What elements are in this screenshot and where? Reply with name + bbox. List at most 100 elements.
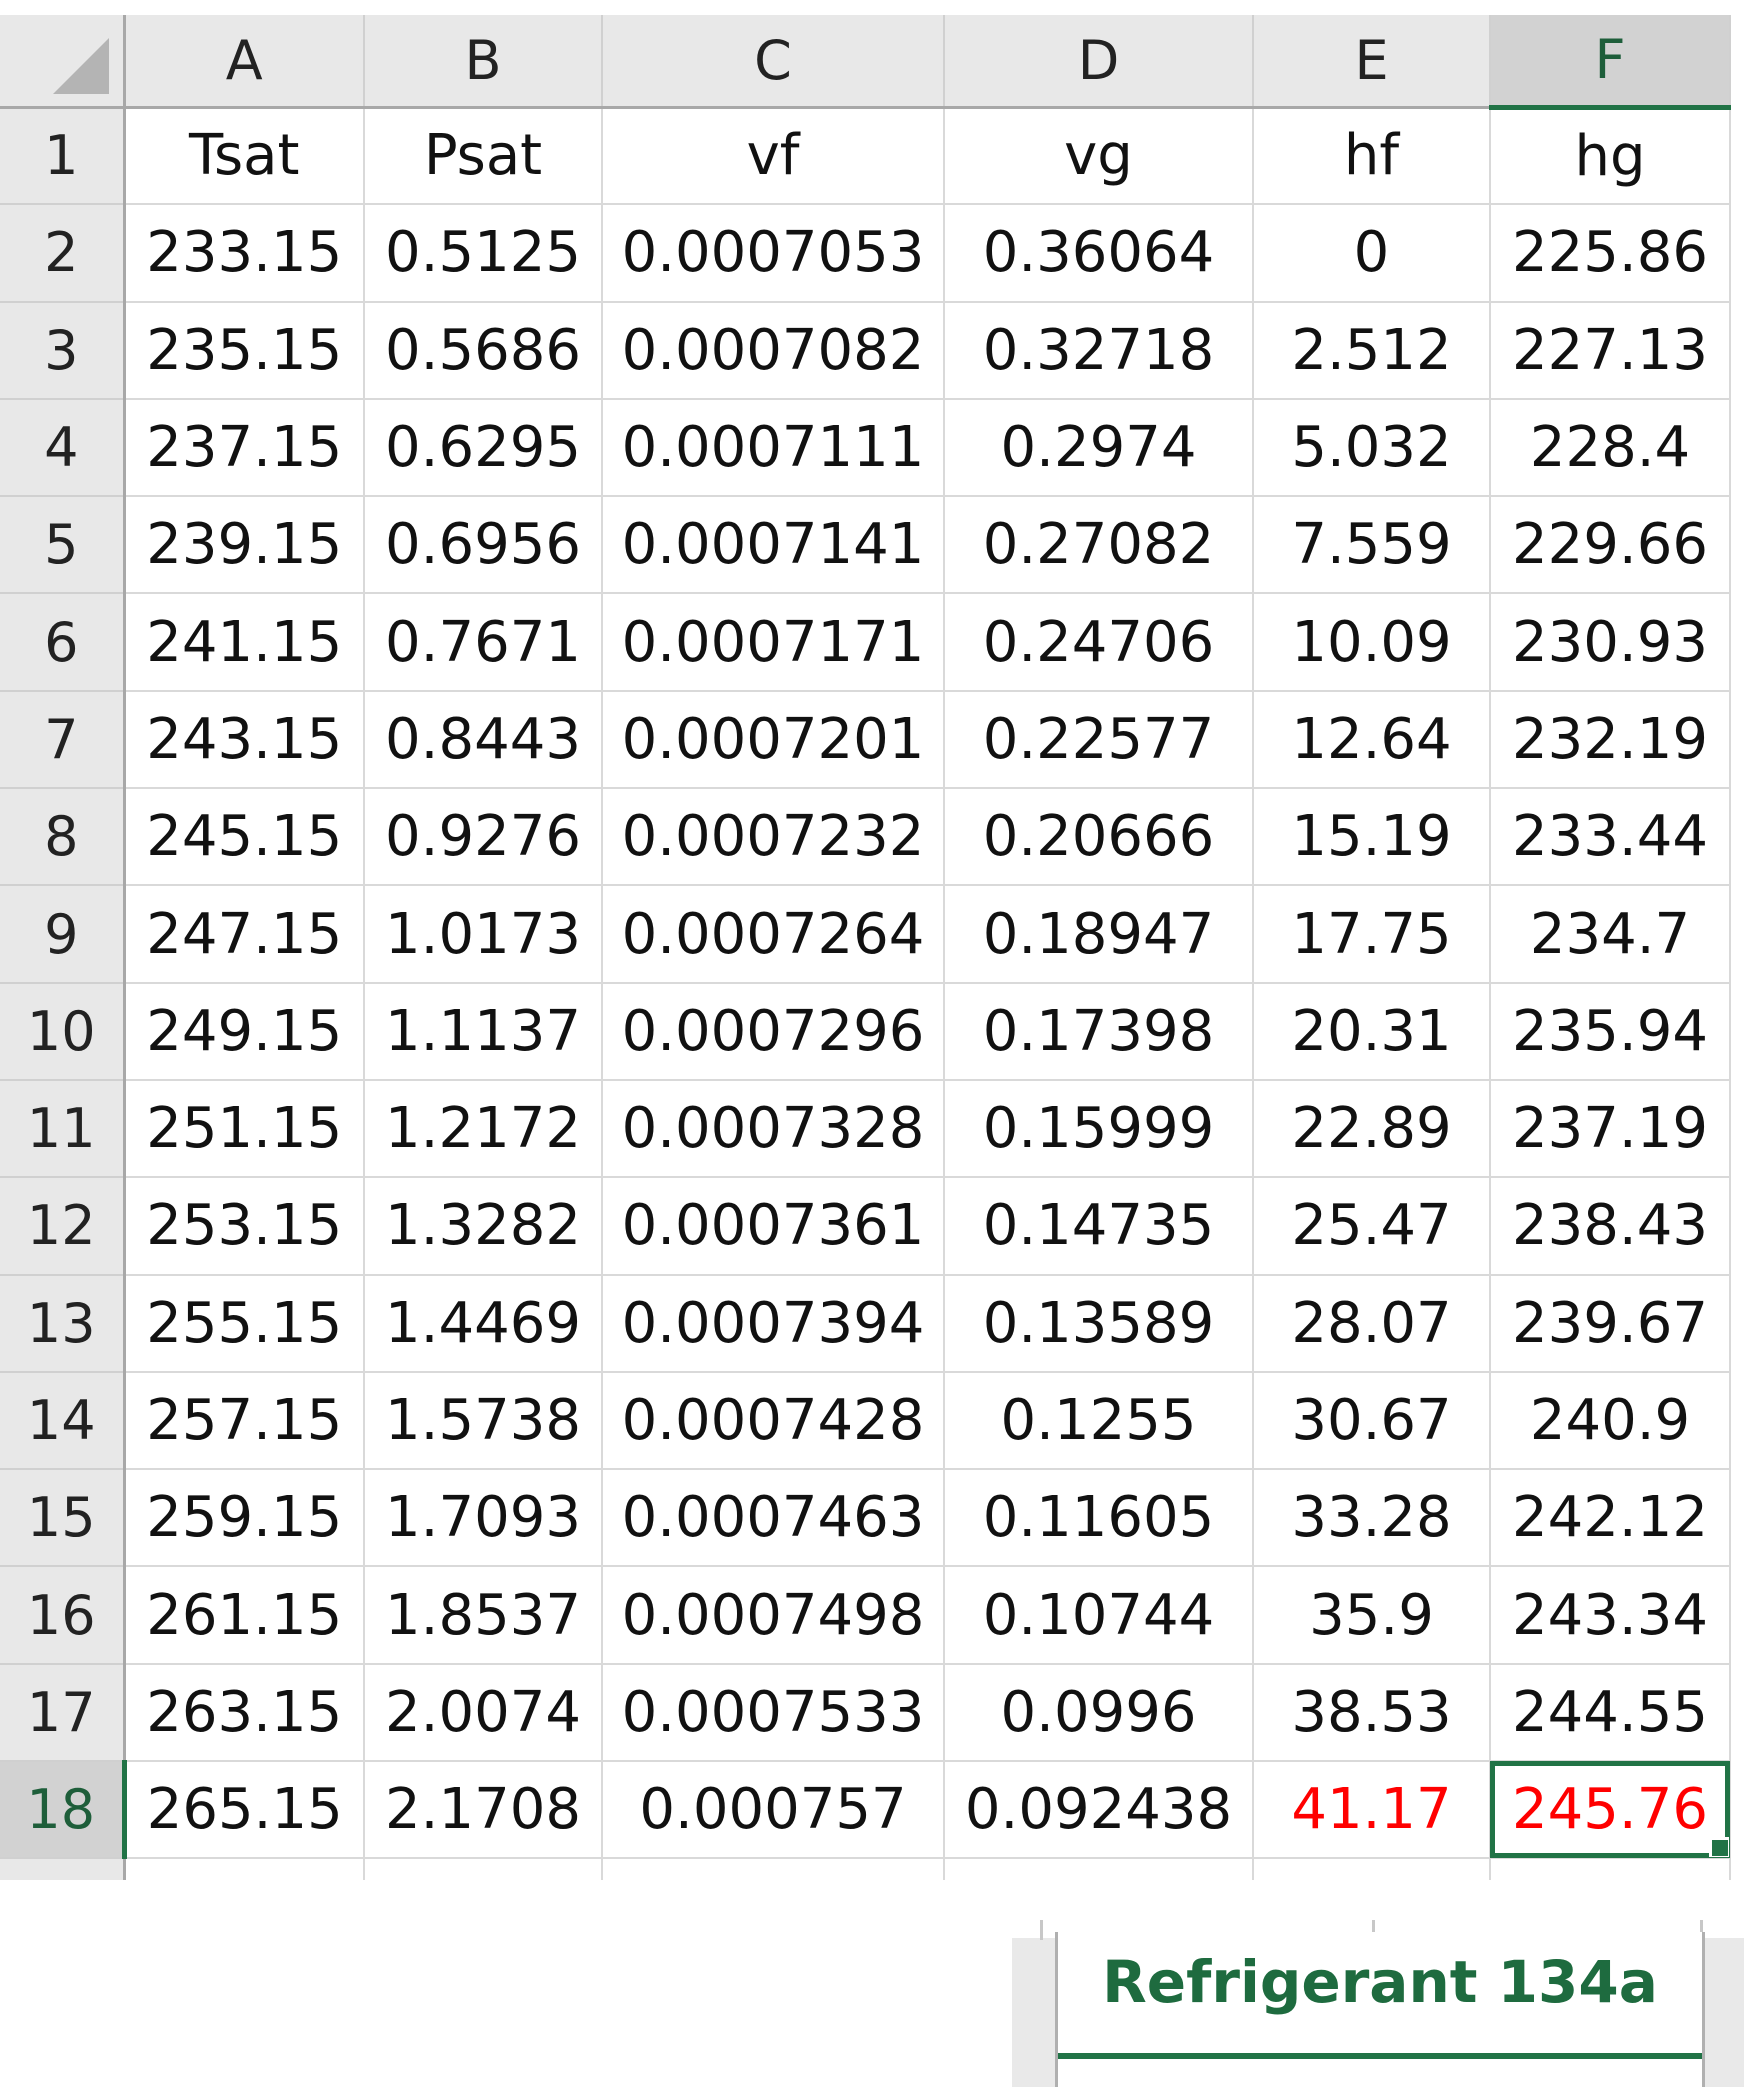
cell-a4[interactable]: 237.15 (124, 398, 365, 498)
cell-e6[interactable]: 10.09 (1253, 593, 1491, 692)
empty-cell[interactable] (1490, 1858, 1731, 1881)
cell-e7[interactable]: 12.64 (1253, 690, 1491, 790)
cell-f8[interactable]: 233.44 (1490, 788, 1731, 887)
cell-c9[interactable]: 0.0007264 (602, 885, 945, 984)
cell-d6[interactable]: 0.24706 (944, 593, 1254, 692)
cell-b11[interactable]: 1.2172 (364, 1079, 603, 1179)
cell-b3[interactable]: 0.5686 (364, 301, 603, 400)
cell-d4[interactable]: 0.2974 (944, 398, 1254, 498)
cell-d16[interactable]: 0.10744 (944, 1566, 1254, 1665)
cell-d12[interactable]: 0.14735 (944, 1177, 1254, 1276)
cell-d2[interactable]: 0.36064 (944, 204, 1254, 303)
cell-a18[interactable]: 265.15 (124, 1761, 365, 1860)
cell-a8[interactable]: 245.15 (124, 788, 365, 887)
cell-f4[interactable]: 228.4 (1490, 398, 1731, 498)
cell-a12[interactable]: 253.15 (124, 1177, 365, 1276)
cell-c8[interactable]: 0.0007232 (602, 788, 945, 887)
cell-c14[interactable]: 0.0007428 (602, 1371, 945, 1471)
fill-handle[interactable] (1709, 1837, 1728, 1857)
cell-f15[interactable]: 242.12 (1490, 1469, 1731, 1568)
empty-cell[interactable] (124, 1858, 365, 1881)
cell-d13[interactable]: 0.13589 (944, 1274, 1254, 1373)
cell-b5[interactable]: 0.6956 (364, 496, 603, 595)
cell-b16[interactable]: 1.8537 (364, 1566, 603, 1665)
cell-c12[interactable]: 0.0007361 (602, 1177, 945, 1276)
cell-e3[interactable]: 2.512 (1253, 301, 1491, 400)
cell-a10[interactable]: 249.15 (124, 982, 365, 1081)
row-header[interactable]: 3 (0, 301, 126, 400)
cell-a5[interactable]: 239.15 (124, 496, 365, 595)
cell-f16[interactable]: 243.34 (1490, 1566, 1731, 1665)
cell-e9[interactable]: 17.75 (1253, 885, 1491, 984)
cell-c3[interactable]: 0.0007082 (602, 301, 945, 400)
cell-c13[interactable]: 0.0007394 (602, 1274, 945, 1373)
cell-b8[interactable]: 0.9276 (364, 788, 603, 887)
cell-e2[interactable]: 0 (1253, 204, 1491, 303)
cell-b17[interactable]: 2.0074 (364, 1663, 603, 1763)
row-header[interactable]: 4 (0, 398, 126, 498)
cell-a7[interactable]: 243.15 (124, 690, 365, 790)
row-header[interactable]: 1 (0, 107, 126, 206)
row-header[interactable]: 9 (0, 885, 126, 984)
cell-d7[interactable]: 0.22577 (944, 690, 1254, 790)
cell-b2[interactable]: 0.5125 (364, 204, 603, 303)
cell-e18[interactable]: 41.17 (1253, 1761, 1491, 1860)
cell-f2[interactable]: 225.86 (1490, 204, 1731, 303)
sheet-tab-refrigerant-134a[interactable]: Refrigerant 134a (1055, 1932, 1705, 2087)
cell-a2[interactable]: 233.15 (124, 204, 365, 303)
cell-a1[interactable]: Tsat (124, 107, 365, 206)
cell-d14[interactable]: 0.1255 (944, 1371, 1254, 1471)
row-header[interactable]: 17 (0, 1663, 126, 1763)
cell-b18[interactable]: 2.1708 (364, 1761, 603, 1860)
row-header[interactable]: 10 (0, 982, 126, 1081)
cell-b7[interactable]: 0.8443 (364, 690, 603, 790)
cell-d17[interactable]: 0.0996 (944, 1663, 1254, 1763)
row-header[interactable]: 5 (0, 496, 126, 595)
cell-c5[interactable]: 0.0007141 (602, 496, 945, 595)
cell-c11[interactable]: 0.0007328 (602, 1079, 945, 1179)
cell-a15[interactable]: 259.15 (124, 1469, 365, 1568)
cell-d10[interactable]: 0.17398 (944, 982, 1254, 1081)
cell-b14[interactable]: 1.5738 (364, 1371, 603, 1471)
cell-f9[interactable]: 234.7 (1490, 885, 1731, 984)
column-header-a[interactable]: A (124, 15, 365, 109)
cell-e17[interactable]: 38.53 (1253, 1663, 1491, 1763)
cell-f17[interactable]: 244.55 (1490, 1663, 1731, 1763)
cell-a16[interactable]: 261.15 (124, 1566, 365, 1665)
row-header[interactable]: 8 (0, 788, 126, 887)
empty-cell[interactable] (944, 1858, 1254, 1881)
cell-d18[interactable]: 0.092438 (944, 1761, 1254, 1860)
cell-b10[interactable]: 1.1137 (364, 982, 603, 1081)
cell-d11[interactable]: 0.15999 (944, 1079, 1254, 1179)
cell-d3[interactable]: 0.32718 (944, 301, 1254, 400)
row-header[interactable]: 14 (0, 1371, 126, 1471)
cell-b13[interactable]: 1.4469 (364, 1274, 603, 1373)
cell-b15[interactable]: 1.7093 (364, 1469, 603, 1568)
cell-f3[interactable]: 227.13 (1490, 301, 1731, 400)
row-header[interactable]: 16 (0, 1566, 126, 1665)
cell-a9[interactable]: 247.15 (124, 885, 365, 984)
cell-a3[interactable]: 235.15 (124, 301, 365, 400)
row-header[interactable] (0, 1858, 126, 1881)
cell-b4[interactable]: 0.6295 (364, 398, 603, 498)
column-header-e[interactable]: E (1253, 15, 1491, 109)
row-header[interactable]: 15 (0, 1469, 126, 1568)
cell-e14[interactable]: 30.67 (1253, 1371, 1491, 1471)
cell-b1[interactable]: Psat (364, 107, 603, 206)
cell-b9[interactable]: 1.0173 (364, 885, 603, 984)
row-header[interactable]: 7 (0, 690, 126, 790)
cell-f14[interactable]: 240.9 (1490, 1371, 1731, 1471)
cell-a11[interactable]: 251.15 (124, 1079, 365, 1179)
cell-e1[interactable]: hf (1253, 107, 1491, 206)
cell-f11[interactable]: 237.19 (1490, 1079, 1731, 1179)
row-header[interactable]: 6 (0, 593, 126, 692)
cell-c17[interactable]: 0.0007533 (602, 1663, 945, 1763)
cell-b6[interactable]: 0.7671 (364, 593, 603, 692)
cell-b12[interactable]: 1.3282 (364, 1177, 603, 1276)
row-header[interactable]: 13 (0, 1274, 126, 1373)
row-header[interactable]: 12 (0, 1177, 126, 1276)
cell-e16[interactable]: 35.9 (1253, 1566, 1491, 1665)
cell-d1[interactable]: vg (944, 107, 1254, 206)
cell-e10[interactable]: 20.31 (1253, 982, 1491, 1081)
cell-e5[interactable]: 7.559 (1253, 496, 1491, 595)
